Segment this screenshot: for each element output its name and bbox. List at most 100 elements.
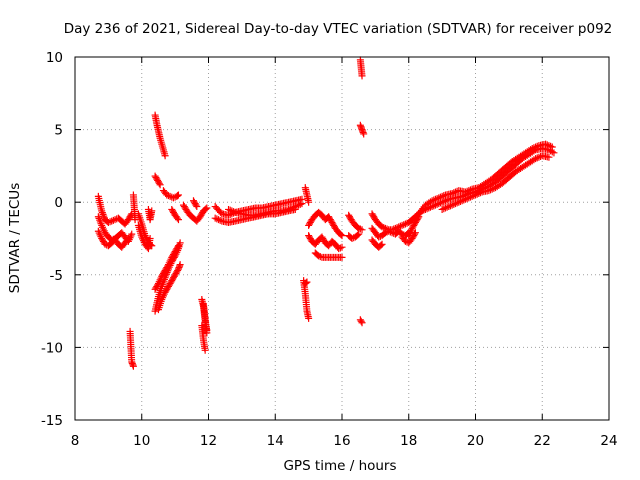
data-point — [466, 193, 474, 201]
data-point — [545, 142, 553, 150]
data-point — [448, 201, 456, 209]
data-point — [430, 196, 438, 204]
data-point — [431, 195, 439, 203]
data-point — [296, 200, 304, 208]
x-tick-label: 8 — [71, 433, 80, 449]
data-point — [465, 187, 473, 195]
data-point — [414, 214, 422, 222]
y-tick-label: 0 — [54, 195, 63, 211]
data-point — [358, 319, 366, 327]
data-point — [378, 223, 386, 231]
data-point — [435, 194, 443, 202]
y-tick-label: -10 — [41, 340, 63, 356]
data-point — [161, 152, 169, 160]
x-tick-label: 18 — [400, 433, 417, 449]
y-tick-label: -15 — [41, 413, 63, 429]
x-tick-label: 16 — [333, 433, 350, 449]
data-point — [354, 231, 362, 239]
data-point — [545, 153, 553, 161]
data-point — [203, 204, 211, 212]
data-point — [201, 346, 209, 354]
data-point — [286, 205, 294, 213]
data-point — [485, 187, 493, 195]
y-axis-label: SDTVAR / TECUs — [7, 183, 23, 293]
data-point — [146, 235, 154, 242]
data-point — [164, 192, 172, 200]
data-point — [443, 203, 451, 211]
data-point — [533, 142, 541, 150]
data-point — [438, 205, 446, 213]
data-point — [378, 240, 386, 248]
data-point — [461, 195, 469, 203]
data-point — [411, 229, 419, 237]
data-point — [488, 185, 496, 193]
data-point — [451, 200, 459, 208]
data-point — [166, 192, 174, 200]
data-point — [211, 214, 219, 222]
data-point — [290, 203, 298, 211]
data-point — [358, 72, 366, 80]
data-point — [440, 192, 448, 200]
data-point — [398, 221, 406, 229]
data-point — [532, 155, 540, 163]
data-point — [358, 226, 366, 234]
data-point — [302, 279, 310, 287]
data-point — [106, 218, 114, 226]
data-point — [465, 194, 473, 202]
data-point — [109, 216, 117, 224]
x-tick-label: 24 — [600, 433, 617, 449]
x-tick-label: 22 — [534, 433, 551, 449]
chart-title: Day 236 of 2021, Sidereal Day-to-day VTE… — [64, 21, 613, 37]
data-point — [448, 189, 456, 197]
x-tick-label: 20 — [467, 433, 484, 449]
y-tick-label: 5 — [54, 123, 63, 139]
data-point — [355, 230, 363, 238]
data-point — [381, 229, 389, 237]
data-point — [472, 191, 479, 199]
data-point — [163, 191, 171, 199]
data-point — [533, 154, 541, 162]
data-point — [291, 203, 299, 211]
data-point — [535, 153, 543, 161]
data-point — [303, 278, 311, 286]
data-point — [338, 232, 346, 240]
data-point — [104, 219, 112, 227]
data-point — [377, 241, 385, 249]
data-point — [164, 262, 172, 270]
data-points — [94, 56, 558, 370]
data-point — [335, 245, 343, 253]
data-point — [433, 195, 441, 203]
data-point — [336, 244, 344, 252]
data-point — [542, 140, 550, 148]
data-point — [445, 203, 453, 211]
data-point — [348, 235, 356, 242]
data-point — [173, 192, 181, 200]
data-point — [293, 202, 301, 210]
axis-ticks: 8 10 12 14 16 18 20 22 24 -15 -10 -5 0 5 10 — [41, 50, 618, 449]
data-point — [128, 230, 136, 238]
data-point — [473, 190, 481, 198]
data-point — [215, 216, 223, 224]
data-point — [487, 186, 495, 194]
x-tick-label: 10 — [133, 433, 150, 449]
data-point — [356, 225, 364, 233]
data-point — [338, 243, 346, 251]
y-tick-label: 10 — [46, 50, 63, 66]
data-point — [337, 231, 345, 239]
data-point — [550, 149, 558, 157]
data-point — [154, 281, 162, 289]
data-point — [315, 252, 323, 260]
data-point — [386, 228, 394, 236]
data-point — [173, 214, 181, 222]
data-point — [203, 329, 211, 337]
data-point — [385, 227, 393, 235]
data-point — [169, 194, 177, 202]
data-point — [375, 233, 383, 241]
data-point — [428, 197, 436, 205]
data-point — [380, 224, 388, 232]
data-point — [298, 200, 306, 208]
data-point — [285, 205, 293, 213]
data-point — [468, 192, 476, 200]
data-point — [174, 242, 182, 250]
data-point — [453, 199, 461, 207]
